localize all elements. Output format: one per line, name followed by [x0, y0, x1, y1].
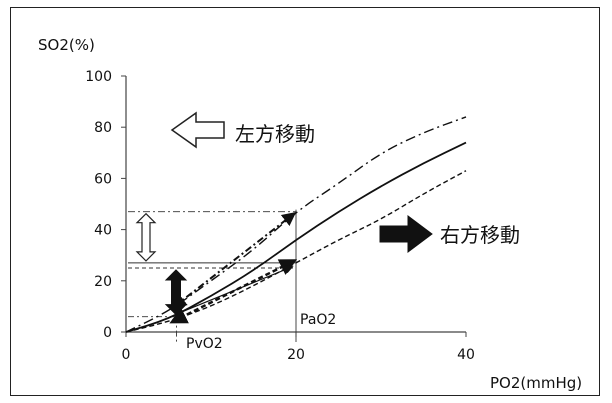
left-shift-label: 左方移動	[235, 122, 315, 146]
pao2-label: PaO2	[300, 312, 336, 328]
y-tick-label: 20	[94, 274, 112, 290]
left-shift-difference-arrow	[172, 211, 297, 309]
left-shift-double-arrow	[135, 212, 157, 262]
x-tick-label: 40	[457, 347, 475, 363]
y-tick-label: 80	[94, 120, 112, 136]
y-tick-label: 0	[103, 325, 112, 341]
y-tick-label: 40	[94, 223, 112, 239]
right-shift-label: 右方移動	[440, 223, 520, 247]
left-shift-arrow-icon	[170, 111, 225, 149]
y-axis-title: SO2(%)	[38, 36, 95, 54]
right-shift-arrow-icon	[379, 215, 433, 253]
x-axis-title: PO2(mmHg)	[490, 374, 582, 392]
x-tick-label: 0	[122, 347, 131, 363]
x-tick-label: 20	[287, 347, 305, 363]
normal-difference-arrow	[174, 265, 294, 316]
y-tick-label: 100	[85, 69, 112, 85]
y-tick-label: 60	[94, 171, 112, 187]
right-shift-double-arrow	[164, 269, 188, 316]
pvo2-label: PvO2	[186, 336, 223, 352]
chart-frame	[10, 7, 600, 396]
